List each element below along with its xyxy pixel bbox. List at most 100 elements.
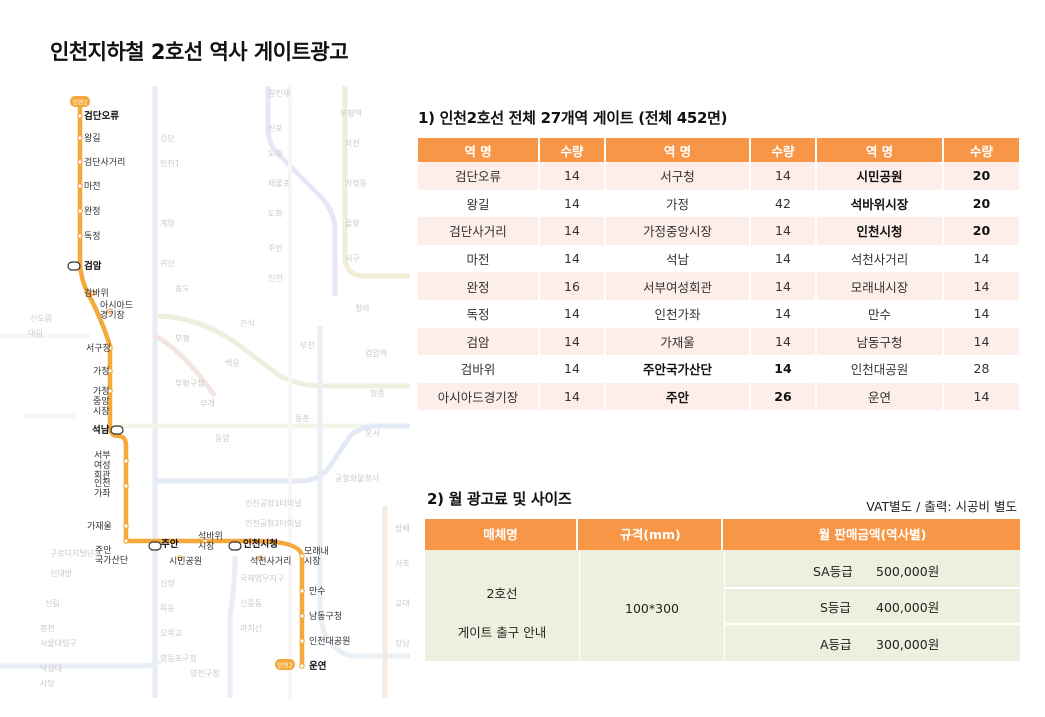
background-station-label: 사당	[40, 678, 55, 688]
station-label: 시장	[198, 541, 215, 552]
station-label: 완정	[84, 206, 101, 217]
interchange-marker	[148, 541, 162, 551]
divider	[724, 550, 725, 661]
gate-count-cell: 16	[539, 272, 606, 300]
price-table: 매체명 규격(mm) 월 판매금액(역사별) 2호선 게이트 출구 안내 100…	[425, 519, 1020, 661]
gate-count-cell: 14	[539, 382, 606, 411]
background-station-label: 동춘	[295, 414, 310, 423]
station-label: 검단오류	[84, 110, 119, 122]
station-label: 시장	[304, 556, 321, 567]
gate-count-cell: 14	[943, 299, 1019, 328]
station-name-cell: 석바위시장	[816, 189, 944, 218]
station-label: 모래내	[304, 546, 329, 557]
station-name-cell: 가정	[605, 189, 751, 218]
station-label: 인천대공원	[309, 636, 350, 647]
station-dot	[123, 523, 129, 529]
terminal-badge	[70, 96, 90, 107]
station-label: 가정	[93, 366, 110, 377]
station-label: 가좌	[94, 488, 111, 499]
station-label: 가정	[93, 386, 110, 397]
background-station-label: 영종	[370, 388, 385, 398]
station-dot	[299, 663, 305, 669]
background-station-label: 동암	[215, 433, 230, 443]
table-row: 검암 14 가재울 14 남동구청 14	[418, 327, 1019, 356]
background-station-label: 부평구청	[175, 378, 204, 388]
station-dot	[257, 555, 263, 561]
background-station-label: 양천구청	[190, 668, 219, 678]
background-station-label: 국제업무지구	[240, 574, 284, 583]
station-label: 남동구청	[309, 611, 342, 622]
background-station-label: 간석	[240, 318, 255, 328]
background-station-label: 도화	[268, 209, 283, 218]
station-name-cell: 석남	[605, 244, 751, 273]
station-name-cell: 검암	[418, 327, 540, 356]
table-row: 독정 14 인천가좌 14 만수 14	[418, 299, 1019, 328]
station-dot	[77, 135, 83, 141]
table-row: 검단사거리 14 가정중앙시장 14 인천시청 20	[418, 217, 1019, 245]
background-station-label: 교대	[395, 599, 410, 608]
header-station-3: 역 명	[816, 138, 944, 162]
background-station-label: 서울대입구	[40, 639, 77, 648]
station-name-cell: 독정	[418, 299, 540, 328]
station-dot	[77, 159, 83, 165]
background-station-labels: 검단인천1계양귀산송도부평부평구청부개백운동암간석원인재신포도원제물포도화주안인…	[28, 88, 410, 688]
station-dot	[77, 208, 83, 214]
station-label: 서구청	[86, 343, 111, 354]
station-name-cell: 완정	[418, 272, 540, 300]
station-label: 회관	[94, 470, 111, 481]
header-size: 규격(mm)	[580, 519, 723, 550]
subway-map-svg: 검단인천1계양귀산송도부평부평구청부개백운동암간석원인재신포도원제물포도화주안인…	[0, 86, 410, 698]
station-name-cell: 인천가좌	[605, 299, 751, 328]
station-label: 중앙	[93, 395, 110, 407]
station-name-cell: 검단오류	[418, 162, 540, 190]
divider	[725, 623, 1020, 625]
page-title: 인천지하철 2호선 역사 게이트광고	[50, 40, 349, 64]
station-name-cell: 검바위	[418, 355, 540, 383]
station-label: 여성	[94, 459, 111, 471]
background-station-label: 부개	[200, 398, 215, 408]
gate-count-cell: 14	[539, 189, 606, 218]
gate-count-cell: 14	[750, 217, 817, 245]
header-media: 매체명	[425, 519, 578, 550]
header-station-2: 역 명	[605, 138, 751, 162]
station-dot	[177, 555, 183, 561]
background-station-label: 을왕	[345, 219, 360, 228]
station-label: 검암	[84, 260, 102, 272]
table-row: 검바위 14 주안국가산단 14 인천대공원 28	[418, 355, 1019, 383]
station-name-cell: 서부여성회관	[605, 272, 751, 300]
station-label: 경기장	[100, 309, 125, 321]
header-qty-3: 수량	[943, 138, 1019, 162]
gate-count-cell: 14	[943, 327, 1019, 356]
interchange-marker	[67, 261, 81, 271]
station-name-cell: 인천대공원	[816, 355, 944, 383]
grade-price: 500,000원	[876, 564, 940, 579]
gate-count-cell: 14	[539, 217, 606, 245]
station-dot	[90, 290, 96, 296]
station-name-cell: 인천시청	[816, 217, 944, 245]
background-station-label: 영등포구청	[160, 653, 197, 663]
gate-count-cell: 14	[750, 162, 817, 190]
media-name-line2: 게이트 출구 안내	[457, 625, 547, 640]
header-station-1: 역 명	[418, 138, 540, 162]
station-label: 석천사거리	[250, 556, 291, 567]
station-label: 석남	[92, 424, 110, 436]
line2-route	[77, 103, 305, 669]
background-station-label: 공항화물청사	[335, 474, 380, 483]
background-station-label: 신중동	[240, 599, 262, 608]
background-station-label: 봉천	[40, 623, 55, 633]
background-station-label: 오목교	[160, 629, 182, 638]
background-station-label: 도원	[268, 149, 283, 158]
gate-count-cell: 28	[943, 355, 1019, 383]
gate-count-cell: 14	[943, 244, 1019, 273]
header-qty-2: 수량	[750, 138, 817, 162]
background-station-label: 인천공항1터미널	[245, 498, 302, 508]
terminal-badge	[275, 659, 295, 670]
gate-count-cell: 26	[750, 382, 817, 411]
gate-count-cell: 14	[750, 272, 817, 300]
station-dot	[299, 613, 305, 619]
subway-map: 검단 인천1 계양 귀산 송도 부평 부평구청 부개 백운 동암 간석 원인재 신포 도원 제물포 도화 주안 인…	[0, 86, 410, 698]
station-label: 독정	[84, 231, 101, 242]
station-dot	[299, 588, 305, 594]
station-dot	[77, 183, 83, 189]
station-name-cell: 석천사거리	[816, 244, 944, 273]
